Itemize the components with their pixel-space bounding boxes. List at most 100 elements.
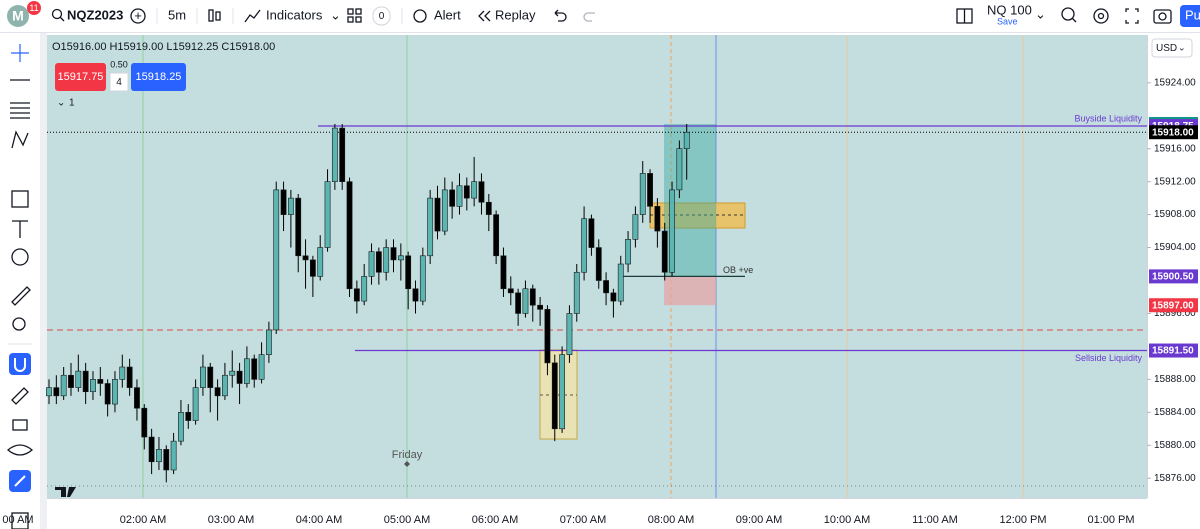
quick-search-icon (1071, 17, 1077, 23)
y-tick-label: 15924.00 (1154, 77, 1196, 88)
candle-body (427, 197, 434, 257)
candle-body (610, 292, 617, 302)
y-tick-label: 15916.00 (1154, 143, 1196, 154)
fullscreen-icon[interactable] (1125, 8, 1139, 24)
candle-body (324, 181, 331, 248)
candle-body (60, 374, 67, 397)
undo-icon[interactable] (554, 9, 567, 22)
text-tool[interactable] (12, 220, 28, 238)
candle-body (156, 449, 162, 463)
candle-body (566, 313, 573, 355)
quick-search-icon[interactable] (1061, 7, 1075, 21)
candle-body (529, 288, 536, 306)
candle-body (192, 387, 199, 421)
candle-body (412, 288, 419, 302)
redo-icon[interactable] (583, 12, 595, 22)
candle-body (449, 189, 456, 207)
top-toolbar (0, 0, 1200, 32)
search-icon (51, 8, 63, 20)
buyside-label: Buyside Liquidity (1074, 113, 1142, 123)
candle-body (309, 259, 316, 277)
candle-body (632, 214, 639, 240)
save[interactable]: Save (997, 16, 1018, 26)
sell-price: 15917.75 (58, 71, 104, 83)
candle-body (141, 407, 148, 438)
hide-tool[interactable] (6, 444, 34, 456)
candle-body (200, 366, 206, 388)
measure-tool[interactable] (11, 286, 31, 306)
day-marker (404, 461, 410, 467)
candle-body (361, 276, 368, 302)
currency: USD (1156, 43, 1177, 54)
quantity-box[interactable] (109, 72, 129, 92)
buy-button[interactable] (131, 63, 186, 91)
snapshot-icon (1158, 12, 1167, 21)
x-tick-label: 11:00 AM (912, 514, 958, 526)
alert[interactable]: Alert (434, 7, 461, 22)
candle-body (46, 387, 52, 397)
candle-body (339, 127, 346, 182)
replay[interactable]: Replay (495, 7, 536, 22)
candle-body (295, 197, 302, 257)
templates-icon (355, 8, 362, 15)
candle-body (551, 362, 558, 430)
lock-tool[interactable] (12, 419, 28, 431)
candle-body (163, 449, 170, 471)
magnet-icon (14, 358, 26, 372)
templates-count: 0 (379, 11, 385, 22)
candle-body (500, 255, 507, 290)
settings-icon (1097, 12, 1105, 20)
link-icon (14, 475, 26, 487)
candle-body (207, 366, 214, 388)
candle-body (573, 271, 580, 314)
candle-body (112, 379, 118, 405)
candle-body (353, 288, 360, 302)
snapshot-icon[interactable] (1153, 9, 1172, 24)
candle-body (676, 148, 683, 191)
dropdown[interactable]: ⌄ (1035, 6, 1046, 21)
price-tag-label: 15897.00 (1152, 300, 1194, 311)
pattern-tool[interactable] (11, 130, 29, 149)
y-tick-label: 15880.00 (1154, 440, 1196, 451)
candle-body (485, 201, 492, 215)
price-tag (1149, 125, 1198, 140)
draw-mode-tool[interactable] (11, 387, 29, 405)
chart-type-icon[interactable] (208, 9, 214, 22)
replay-icon (478, 10, 491, 22)
indicators-icon (244, 9, 261, 23)
avatar[interactable] (7, 5, 29, 27)
candle-body (346, 181, 353, 290)
candle-body (595, 247, 602, 281)
fib-tool[interactable] (10, 102, 30, 119)
price-tag-label: 15900.50 (1152, 272, 1194, 283)
alert-icon (413, 9, 427, 23)
interval[interactable]: 5m (168, 7, 186, 22)
cursor-tool[interactable] (11, 44, 29, 62)
currency-button[interactable] (1151, 38, 1193, 58)
icons-tool[interactable] (11, 248, 29, 266)
badge (27, 1, 41, 15)
publish-button[interactable] (1180, 5, 1200, 27)
y-tick-label: 15896.00 (1154, 308, 1196, 319)
candle-body (368, 251, 375, 277)
candle-body (375, 251, 382, 273)
object-tree-tool[interactable] (11, 512, 29, 529)
templates-icon[interactable] (347, 8, 354, 15)
compare-icon[interactable] (130, 8, 146, 24)
candle-body (683, 131, 690, 149)
symbol[interactable]: NQZ2023 (67, 7, 123, 22)
x-tick-label: 12:00 PM (999, 514, 1046, 526)
layout-name[interactable]: NQ 100 (987, 2, 1032, 17)
zoom-tool[interactable] (12, 317, 26, 331)
sell-button[interactable] (55, 63, 106, 91)
templates-icon (355, 16, 362, 23)
indicators[interactable]: Indicators (266, 7, 323, 22)
candle-body (581, 218, 587, 273)
shapes-tool[interactable] (11, 190, 29, 208)
price-tag (1149, 298, 1198, 313)
collapse-toggle[interactable]: ⌄ (57, 98, 65, 109)
settings-icon[interactable] (1093, 8, 1109, 24)
dropdown[interactable]: ⌄ (330, 7, 341, 22)
